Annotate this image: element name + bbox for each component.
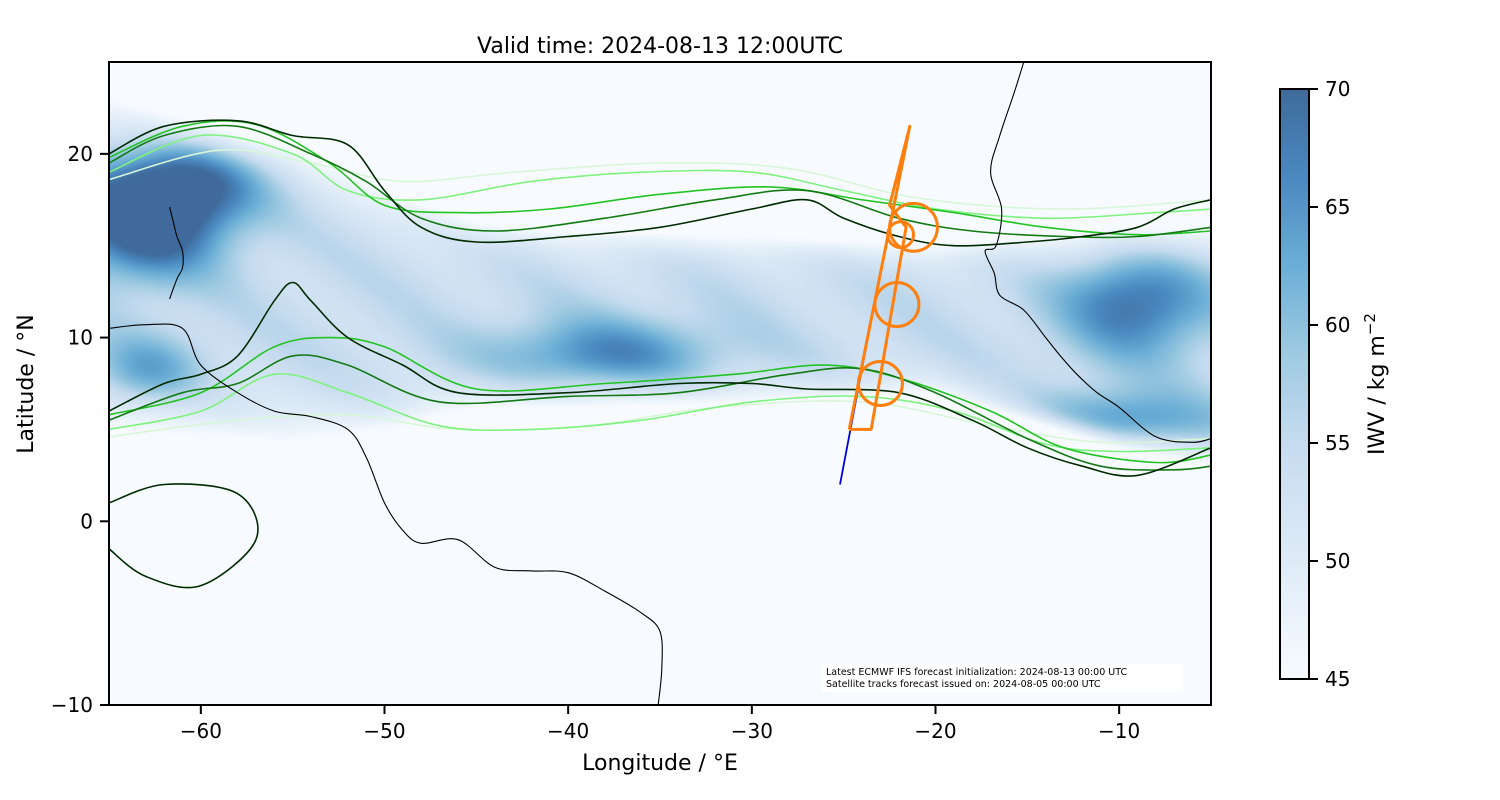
colorbar-tick-label: 60: [1325, 313, 1350, 337]
contour-line: [109, 400, 1211, 444]
y-axis-ticks: −10 0 10 20: [51, 142, 109, 717]
annotation-line-1: Latest ECMWF IFS forecast initialization…: [826, 667, 1127, 678]
contour-line: [109, 483, 259, 589]
contour-line: [109, 373, 1211, 453]
colorbar-tick-label: 55: [1325, 431, 1350, 455]
contour-line: [109, 281, 1211, 477]
colorbar-tick-label: 70: [1325, 77, 1350, 101]
x-tick-label: −20: [914, 719, 956, 743]
contour-line: [109, 336, 1211, 464]
colorbar-ticks: 45 50 55 60 65 70: [1309, 77, 1350, 691]
y-axis-title: Latitude / °N: [14, 314, 39, 453]
flight-circle: [886, 220, 915, 250]
y-tick-label: 20: [68, 142, 93, 166]
x-axis-title: Longitude / °E: [582, 751, 738, 776]
colorbar-tick-label: 65: [1325, 195, 1350, 219]
coastline-south-america: [109, 323, 663, 705]
iwv-contours: [109, 119, 1211, 589]
x-tick-label: −50: [363, 719, 405, 743]
contour-line: [109, 134, 1211, 220]
coastline-africa: [984, 62, 1211, 443]
colorbar-tick-label: 50: [1325, 549, 1350, 573]
contour-line: [109, 124, 1211, 239]
colorbar-tick-label: 45: [1325, 667, 1350, 691]
x-tick-label: −60: [180, 719, 222, 743]
flight-circle: [873, 281, 921, 328]
forecast-annotation: Latest ECMWF IFS forecast initialization…: [822, 664, 1183, 692]
plot-title: Valid time: 2024-08-13 12:00UTC: [477, 34, 843, 59]
x-axis-ticks: −60 −50 −40 −30 −20 −10: [180, 705, 1140, 743]
iwv-field: [109, 62, 1211, 705]
contour-line: [109, 119, 1211, 247]
colorbar-gradient: [1279, 88, 1310, 680]
flight-tracks: [839, 124, 939, 485]
map-panel: [108, 61, 1212, 706]
y-tick-label: 10: [68, 326, 93, 350]
x-tick-label: −30: [731, 719, 773, 743]
y-tick-label: 0: [80, 509, 93, 533]
colorbar: 45 50 55 60 65 70 IWV / kg m−2: [1279, 77, 1390, 691]
colorbar-label: IWV / kg m−2: [1361, 313, 1390, 455]
y-tick-label: −10: [51, 693, 93, 717]
contour-line: [109, 120, 1211, 236]
annotation-line-2: Satellite tracks forecast issued on: 202…: [826, 679, 1101, 690]
coastlines: [109, 62, 1211, 705]
flight-track: [847, 124, 912, 431]
flight-circle: [856, 360, 904, 407]
contour-line: [109, 148, 1211, 210]
map-frame: [108, 61, 1212, 706]
contour-line: [109, 354, 1211, 471]
x-tick-label: −40: [547, 719, 589, 743]
coastline-caribbean-arc: [169, 206, 184, 300]
x-tick-label: −10: [1098, 719, 1140, 743]
